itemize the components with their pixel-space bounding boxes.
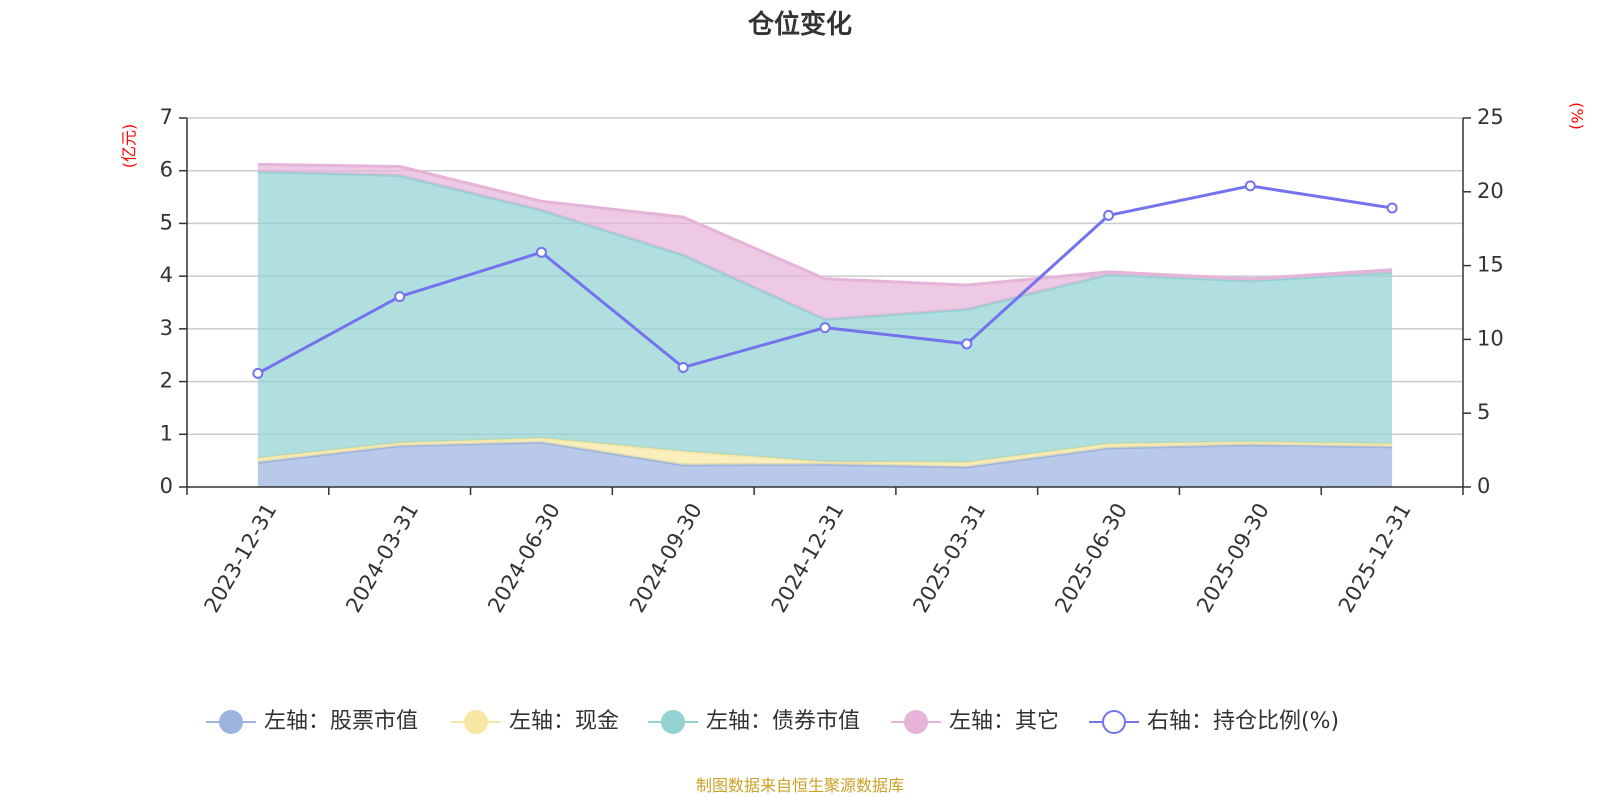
ratio-point [677,361,689,373]
legend-label: 右轴：持仓比例(%) [1147,709,1339,734]
legend-label: 左轴：股票市值 [264,709,418,734]
legend-label: 左轴：债券市值 [706,709,860,734]
legend: 左轴：股票市值 左轴：现金 左轴：债券市值 左轴：其它 右轴：持仓比例(%) [206,709,1339,734]
ratio-point [1103,209,1115,221]
left-axis-tick-label: 5 [160,210,173,234]
x-axis-tick-label: 2024-06-30 [483,499,565,617]
left-axis-tick-label: 0 [160,474,173,498]
right-axis-tick-label: 20 [1477,179,1504,203]
legend-marker-icon [464,710,488,734]
area-series-4 [257,164,1393,320]
right-axis-tick-label: 0 [1477,474,1490,498]
ratio-point [535,246,547,258]
data-source-note: 制图数据来自恒生聚源数据库 [696,776,904,795]
ratio-line-series [252,180,1398,379]
x-axis-tick-label: 2023-12-31 [200,499,282,617]
right-axis-tick-label: 10 [1477,326,1504,350]
left-axis-tick-label: 3 [160,316,173,340]
area-series-edge-4 [257,162,1393,287]
legend-marker-icon [904,710,928,734]
ratio-point [252,367,264,379]
ratio-point [1386,202,1398,214]
left-axis-tick-label: 7 [160,105,173,129]
ratio-point [819,322,831,334]
right-axis-tick-label: 15 [1477,253,1504,277]
right-axis-tick-label: 25 [1477,105,1504,129]
left-axis-tick-label: 2 [160,369,173,393]
ratio-point [394,291,406,303]
x-axis-tick-label: 2024-09-30 [625,499,707,617]
ratio-point [1244,180,1256,192]
x-axis-tick-label: 2024-03-31 [341,499,423,617]
left-axis-tick-label: 1 [160,421,173,445]
x-axis-tick-label: 2025-03-31 [908,499,990,617]
legend-marker-icon [219,710,243,734]
legend-label: 左轴：现金 [509,709,619,734]
stacked-areas [257,162,1393,487]
x-axis-tick-label: 2025-09-30 [1192,499,1274,617]
legend-marker-icon [1102,710,1126,734]
ratio-point [961,338,973,350]
left-axis-unit: (亿元) [120,124,139,169]
right-axis-tick-label: 5 [1477,400,1490,424]
chart-title: 仓位变化 [747,9,852,40]
legend-marker-icon [661,710,685,734]
x-axis-tick-label: 2025-12-31 [1334,499,1416,617]
right-axis-unit: (%) [1568,102,1587,130]
x-axis-tick-label: 2024-12-31 [767,499,849,617]
left-axis-tick-label: 6 [160,158,173,182]
legend-label: 左轴：其它 [949,709,1059,734]
x-axis-tick-label: 2025-06-30 [1050,499,1132,617]
area-series-3 [257,171,1393,463]
left-axis-tick-label: 4 [160,263,173,287]
